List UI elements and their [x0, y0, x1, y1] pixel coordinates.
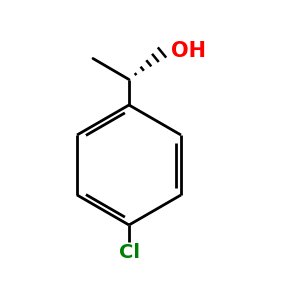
Text: Cl: Cl: [118, 243, 140, 262]
Text: OH: OH: [171, 41, 206, 61]
